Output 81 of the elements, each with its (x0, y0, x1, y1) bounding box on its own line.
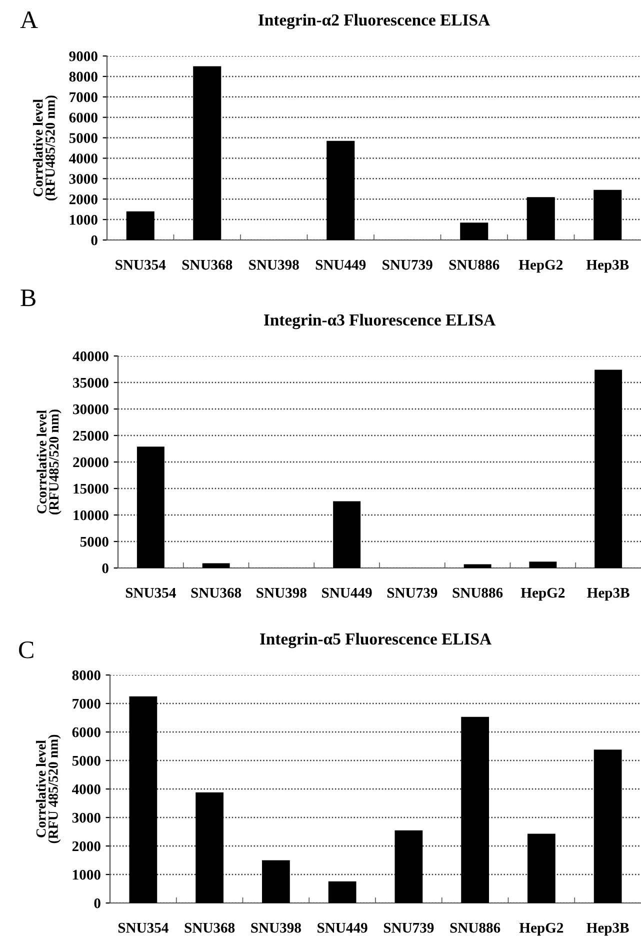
y-axis-title: Correlative level (RFU485/520 nm) (32, 96, 58, 200)
y-tick-label: 15000 (74, 484, 108, 494)
bar (529, 562, 557, 568)
x-tick-label: SNU398 (256, 588, 306, 598)
bar (526, 197, 555, 240)
x-tick-label: SNU354 (116, 260, 166, 270)
x-tick-label: Hep3B (587, 588, 630, 601)
bar (594, 190, 622, 240)
bar (394, 830, 423, 903)
y-tick-label: 2000 (69, 194, 98, 204)
y-tick-label: 0 (102, 563, 108, 574)
text: A (20, 12, 38, 28)
bar (461, 716, 489, 903)
x-tick-label: HepG2 (519, 922, 564, 936)
x-tick-label: SNU449 (316, 260, 366, 270)
x-tick-label: SNU886 (450, 922, 500, 933)
y-tick-label: 3000 (72, 812, 100, 823)
bar (460, 222, 488, 240)
x-tick-label: SNU886 (449, 260, 500, 270)
y-tick-label: 8000 (72, 670, 100, 680)
x-tick-label: Hep3B (586, 260, 629, 273)
bar (328, 881, 356, 903)
bar (333, 501, 361, 568)
y-tick-label: 9000 (69, 51, 98, 62)
y-tick-label: 0 (94, 898, 100, 908)
x-tick-label: SNU739 (382, 260, 432, 270)
y-tick-label: 25000 (73, 430, 108, 441)
bar (528, 834, 556, 903)
bar (129, 696, 158, 903)
chart-title: Integrin-α2 Fluorescence ELISA (258, 14, 490, 30)
x-tick-label: SNU368 (182, 260, 232, 270)
x-tick-label: SNU368 (191, 588, 242, 598)
y-tick-label: 0 (91, 235, 98, 246)
y-tick-label: 5000 (69, 133, 98, 143)
x-tick-label: SNU368 (184, 922, 235, 933)
x-tick-label: SNU398 (251, 922, 301, 933)
y-tick-label: 6000 (72, 727, 100, 738)
x-tick-label: SNU354 (118, 922, 168, 933)
y-tick-label: 2000 (72, 841, 100, 852)
x-tick-label: SNU354 (126, 588, 176, 598)
y-axis-title: Ccorrelative level (RFU485/520 nm) (36, 410, 62, 514)
x-tick-label: SNU886 (452, 588, 503, 598)
bar (202, 563, 230, 568)
bar (594, 370, 622, 568)
y-tick-label: 35000 (73, 378, 108, 388)
y-tick-label: 8000 (69, 72, 98, 82)
y-tick-label: 4000 (72, 784, 100, 794)
x-tick-label: Hep3B (586, 922, 629, 936)
bar (262, 860, 290, 903)
bar (464, 564, 492, 568)
x-tick-label: SNU739 (387, 588, 438, 598)
y-tick-label: 7000 (70, 92, 98, 102)
y-tick-label: 6000 (69, 112, 98, 123)
x-tick-label: SNU449 (318, 922, 368, 933)
y-axis-title: Correlative level (RFU 485/520 nm) (36, 734, 61, 844)
bar (594, 750, 622, 903)
bar (193, 66, 222, 240)
x-tick-label: HepG2 (520, 588, 565, 601)
bar (196, 792, 224, 903)
chart-title: Integrin-α5 Fluorescence ELISA (260, 632, 492, 648)
x-tick-label: SNU398 (249, 260, 299, 270)
y-tick-label: 40000 (72, 351, 108, 362)
y-tick-label: 20000 (73, 457, 108, 468)
x-tick-label: SNU449 (322, 588, 372, 598)
text: B (20, 290, 36, 306)
y-tick-label: 1000 (72, 870, 100, 880)
bar (126, 211, 154, 240)
x-tick-label: SNU739 (384, 922, 434, 933)
y-tick-label: 10000 (74, 510, 108, 520)
y-tick-label: 7000 (72, 698, 100, 709)
text: C (19, 641, 34, 658)
y-tick-label: 30000 (73, 404, 108, 414)
y-tick-label: 5000 (80, 536, 108, 547)
y-tick-label: 4000 (69, 154, 98, 164)
bar (326, 140, 355, 240)
chart-title: Integrin-α3 Fluorescence ELISA (264, 314, 496, 330)
y-tick-label: 5000 (72, 756, 100, 766)
bar (136, 446, 164, 568)
y-tick-label: 1000 (70, 214, 98, 225)
x-tick-label: HepG2 (518, 260, 563, 273)
y-tick-label: 3000 (69, 174, 98, 184)
